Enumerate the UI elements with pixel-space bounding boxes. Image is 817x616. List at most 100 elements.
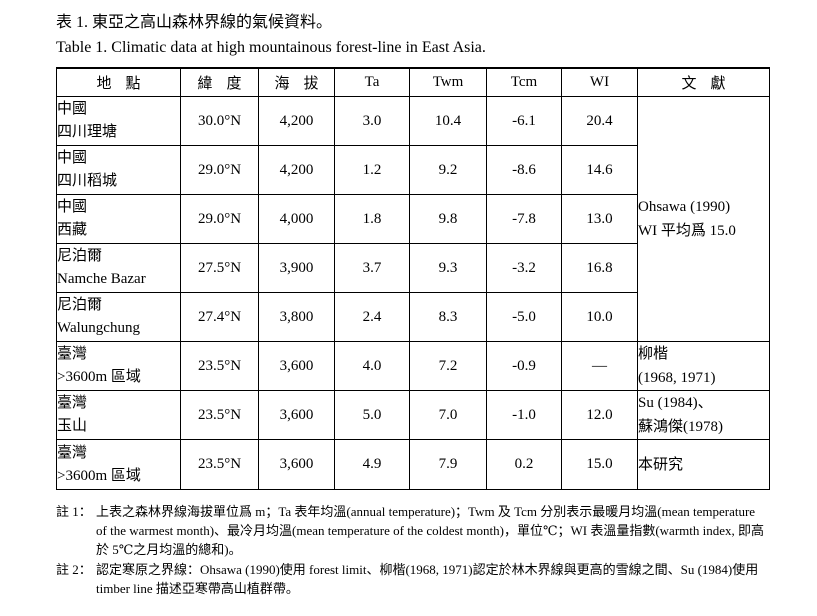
location-region: 尼泊爾 — [57, 248, 103, 264]
wi-cell: 14.6 — [561, 145, 638, 195]
twm-cell: 7.2 — [409, 341, 487, 391]
location-site: 西藏 — [57, 222, 88, 238]
table-row: 臺灣 >3600m 區域 23.5°N 3,600 4.9 7.9 0.2 15.… — [56, 439, 770, 490]
reference-liu-line2: (1968, 1971) — [638, 370, 716, 386]
location-cell: 中國 西藏 — [56, 194, 181, 244]
location-cell: 中國 四川稻城 — [56, 145, 181, 195]
table-title-chinese: 表 1. 東亞之高山森林界線的氣候資料。 — [56, 14, 333, 31]
wi-cell: 13.0 — [561, 194, 638, 244]
ta-cell: 1.8 — [334, 194, 410, 244]
table-row: 中國 四川理塘 30.0°N 4,200 3.0 10.4 -6.1 20.4 O… — [56, 96, 770, 342]
wi-cell: 15.0 — [561, 439, 638, 490]
reference-cell-this-study: 本研究 — [637, 439, 770, 490]
ta-cell: 2.4 — [334, 292, 410, 342]
table-notes: 註 1： 上表之森林界線海拔單位爲 m；Ta 表年均溫(annual tempe… — [56, 502, 768, 598]
table-row: 臺灣 >3600m 區域 23.5°N 3,600 4.0 7.2 -0.9 — … — [56, 341, 770, 391]
tcm-cell: -1.0 — [486, 390, 562, 440]
latitude-cell: 27.4°N — [180, 292, 259, 342]
location-cell: 臺灣 >3600m 區域 — [56, 439, 181, 490]
wi-cell: 12.0 — [561, 390, 638, 440]
table-row: 中國西藏 29.0°N 4,000 1.8 9.8 -7.8 13.0 — [56, 194, 770, 244]
reference-ohsawa-line1: Ohsawa (1990) — [638, 199, 731, 215]
altitude-cell: 3,800 — [258, 292, 335, 342]
tcm-cell: -7.8 — [486, 194, 562, 244]
latitude-cell: 23.5°N — [180, 390, 259, 440]
note-2-text: 認定寒原之界線：Ohsawa (1990)使用 forest limit、柳楷(… — [96, 562, 759, 596]
header-ta: Ta — [334, 67, 410, 97]
tcm-cell: 0.2 — [486, 439, 562, 490]
location-cell: 臺灣 玉山 — [56, 390, 181, 440]
ta-cell: 3.0 — [334, 96, 410, 146]
ta-cell: 4.9 — [334, 439, 410, 490]
note-1-label: 註 1： — [56, 504, 92, 519]
latitude-cell: 30.0°N — [180, 96, 259, 146]
tcm-cell: -3.2 — [486, 243, 562, 293]
header-altitude: 海拔 — [258, 67, 335, 97]
reference-su-line2: 蘇鴻傑(1978) — [638, 419, 724, 435]
latitude-cell: 29.0°N — [180, 194, 259, 244]
location-site: 玉山 — [57, 418, 88, 434]
altitude-cell: 3,600 — [258, 390, 335, 440]
twm-cell: 8.3 — [409, 292, 487, 342]
altitude-cell: 3,600 — [258, 341, 335, 391]
location-cell: 尼泊爾 Namche Bazar — [56, 243, 181, 293]
ta-cell: 1.2 — [334, 145, 410, 195]
header-row: 地點 緯度 海拔 Ta Twm Tcm WI 文獻 — [56, 67, 770, 97]
reference-cell-su: Su (1984)、 蘇鴻傑(1978) — [637, 390, 770, 440]
location-region: 尼泊爾 — [57, 297, 103, 313]
ta-cell: 5.0 — [334, 390, 410, 440]
latitude-cell: 29.0°N — [180, 145, 259, 195]
climate-data-table: 地點 緯度 海拔 Ta Twm Tcm WI 文獻 中國 四川理塘 30.0°N … — [56, 67, 770, 490]
location-region: 中國 — [57, 150, 88, 166]
ta-cell: 3.7 — [334, 243, 410, 293]
header-twm: Twm — [409, 67, 487, 97]
header-location: 地點 — [56, 67, 181, 97]
header-tcm: Tcm — [486, 67, 562, 97]
reference-cell-liu: 柳楷 (1968, 1971) — [637, 341, 770, 391]
note-2: 註 2： 認定寒原之界線：Ohsawa (1990)使用 forest limi… — [56, 560, 768, 598]
latitude-cell: 23.5°N — [180, 439, 259, 490]
altitude-cell: 3,600 — [258, 439, 335, 490]
wi-cell: 10.0 — [561, 292, 638, 342]
location-site: 四川稻城 — [57, 173, 118, 189]
wi-cell: 16.8 — [561, 243, 638, 293]
tcm-cell: -8.6 — [486, 145, 562, 195]
location-site: 四川理塘 — [57, 124, 118, 140]
reference-ohsawa-line2: WI 平均爲 15.0 — [638, 223, 736, 239]
location-region: 臺灣 — [57, 346, 88, 362]
tcm-cell: -6.1 — [486, 96, 562, 146]
latitude-cell: 27.5°N — [180, 243, 259, 293]
header-latitude: 緯度 — [180, 67, 259, 97]
note-2-label: 註 2： — [56, 562, 92, 577]
location-site: Namche Bazar — [57, 271, 146, 287]
location-cell: 臺灣 >3600m 區域 — [56, 341, 181, 391]
twm-cell: 9.8 — [409, 194, 487, 244]
header-wi: WI — [561, 67, 638, 97]
reference-su-line1: Su (1984)、 — [638, 395, 713, 411]
location-region: 臺灣 — [57, 444, 88, 461]
tcm-cell: -5.0 — [486, 292, 562, 342]
location-site: >3600m 區域 — [57, 369, 141, 385]
note-1: 註 1： 上表之森林界線海拔單位爲 m；Ta 表年均溫(annual tempe… — [56, 502, 768, 559]
altitude-cell: 4,200 — [258, 145, 335, 195]
location-cell: 中國 四川理塘 — [56, 96, 181, 146]
location-region: 中國 — [57, 101, 88, 117]
reference-liu-line1: 柳楷 — [638, 346, 669, 362]
altitude-cell: 4,200 — [258, 96, 335, 146]
table-row: 尼泊爾 Walungchung 27.4°N 3,800 2.4 8.3 -5.0… — [56, 292, 770, 342]
location-cell: 尼泊爾 Walungchung — [56, 292, 181, 342]
reference-cell-ohsawa: Ohsawa (1990) WI 平均爲 15.0 — [637, 96, 770, 342]
twm-cell: 9.2 — [409, 145, 487, 195]
header-reference: 文獻 — [637, 67, 770, 97]
wi-cell: — — [561, 341, 638, 391]
ta-cell: 4.0 — [334, 341, 410, 391]
twm-cell: 7.9 — [409, 439, 487, 490]
location-region: 中國 — [57, 199, 88, 215]
note-1-text: 上表之森林界線海拔單位爲 m；Ta 表年均溫(annual temperatur… — [96, 504, 765, 557]
altitude-cell: 4,000 — [258, 194, 335, 244]
location-site: Walungchung — [57, 320, 140, 336]
table-title-english: Table 1. Climatic data at high mountaino… — [56, 39, 486, 56]
table-row: 尼泊爾 Namche Bazar 27.5°N 3,900 3.7 9.3 -3.… — [56, 243, 770, 293]
table-row: 中國四川稻城 29.0°N 4,200 1.2 9.2 -8.6 14.6 — [56, 145, 770, 195]
wi-cell: 20.4 — [561, 96, 638, 146]
